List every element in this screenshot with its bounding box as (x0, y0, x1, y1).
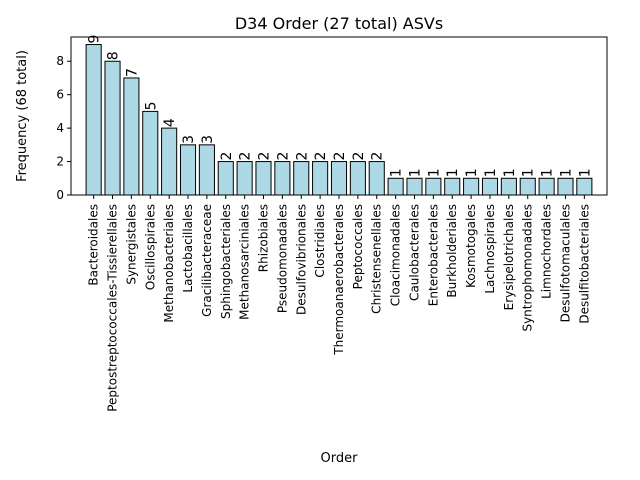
bar-value-label: 8 (106, 51, 122, 60)
bar-value-label: 1 (464, 168, 480, 177)
bar-pseudomonadales (274, 161, 291, 196)
x-tick-label: Gracilibacteraceae (200, 204, 214, 317)
bar-value-label: 1 (426, 168, 442, 177)
x-tick-label: Methanosarciniales (238, 204, 252, 320)
bar-sphingobacteriales (217, 161, 234, 196)
bar-syntrophomonadales (519, 177, 536, 196)
bar-gracilibacteraceae (198, 144, 215, 196)
x-tick-label: Limnochordales (540, 204, 554, 299)
bar-value-label: 2 (332, 152, 348, 161)
bar-lactobacillales (179, 144, 197, 196)
bar-lachnospirales (481, 177, 499, 196)
x-tick-label: Christensenellales (370, 204, 384, 314)
x-tick-label: Pseudomonadales (275, 204, 289, 313)
y-tick-label: 2 (56, 155, 64, 169)
bar-desulfotomaculales (557, 177, 574, 196)
bar-burkholderiales (444, 177, 461, 196)
chart-title: D34 Order (27 total) ASVs (235, 14, 443, 33)
bar-erysipelotrichales (500, 177, 517, 196)
y-tick-label: 6 (56, 88, 64, 102)
x-tick-label: Thermoanaerobacterales (332, 204, 346, 356)
bar-value-label: 1 (540, 168, 556, 177)
bar-peptococcales (349, 161, 366, 196)
x-tick-label: Desulfovibrionales (294, 204, 308, 315)
x-tick-label: Cloacimonadales (389, 204, 403, 306)
bar-desulfitobacteriales (576, 177, 593, 196)
bar-methanosarciniales (236, 161, 253, 196)
y-axis-label: Frequency (68 total) (15, 50, 30, 182)
x-tick-label: Synergistales (124, 204, 138, 285)
bar-value-label: 1 (521, 168, 537, 177)
bar-value-label: 7 (124, 68, 140, 77)
x-tick-label: Sphingobacteriales (219, 204, 233, 319)
bar-kosmotogales (463, 177, 480, 196)
bar-enterobacterales (425, 177, 442, 196)
bar-clostridiales (312, 161, 329, 196)
bar-value-label: 1 (577, 168, 593, 177)
bar-value-label: 9 (87, 35, 103, 44)
x-tick-label: Peptostreptococcales-Tissierellales (106, 204, 120, 412)
bar-peptostreptococcales-tissierellales (104, 60, 121, 196)
x-tick-label: Desulfotomaculales (558, 204, 572, 322)
bar-value-label: 5 (143, 101, 159, 110)
bar-synergistales (123, 77, 140, 196)
bar-bacteroidales (85, 44, 102, 196)
y-tick-label: 0 (56, 188, 64, 202)
bar-value-label: 1 (407, 168, 423, 177)
x-tick-label: Erysipelotrichales (502, 204, 516, 310)
x-tick-label: Peptococcales (351, 204, 365, 289)
bar-value-label: 2 (275, 152, 291, 161)
bar-value-label: 2 (351, 152, 367, 161)
bar-value-label: 1 (502, 168, 518, 177)
x-tick-label: Clostridiales (313, 204, 327, 278)
x-tick-label: Lactobacillales (181, 204, 195, 293)
x-tick-label: Bacteroidales (87, 204, 101, 286)
x-tick-label: Syntrophomonadales (521, 204, 535, 332)
bar-thermoanaerobacterales (330, 161, 348, 196)
bar-value-label: 2 (238, 152, 254, 161)
bar-value-label: 3 (200, 135, 216, 144)
bar-methanobacteriales (161, 127, 178, 196)
bar-value-label: 2 (219, 152, 235, 161)
bar-value-label: 2 (257, 152, 273, 161)
x-tick-label: Oscillospirales (143, 204, 157, 290)
bar-value-label: 1 (558, 168, 574, 177)
x-tick-label: Enterobacterales (426, 204, 440, 306)
bar-rhizobiales (255, 161, 272, 196)
x-tick-label: Lachnospirales (483, 204, 497, 294)
bar-value-label: 1 (389, 168, 405, 177)
bar-value-label: 2 (313, 152, 329, 161)
y-tick-label: 8 (56, 54, 64, 68)
y-tick-label: 4 (56, 121, 64, 135)
bar-christensenellales (368, 161, 385, 196)
x-tick-label: Kosmotogales (464, 204, 478, 288)
x-tick-label: Desulfitobacteriales (577, 204, 591, 324)
bar-value-label: 2 (294, 152, 310, 161)
x-tick-label: Rhizobiales (257, 204, 271, 272)
bar-value-label: 2 (370, 152, 386, 161)
plot-frame (70, 36, 608, 196)
x-tick-label: Caulobacterales (407, 204, 421, 301)
bar-value-label: 1 (445, 168, 461, 177)
bar-caulobacterales (406, 177, 423, 196)
bar-cloacimonadales (387, 177, 404, 196)
x-tick-label: Burkholderiales (445, 204, 459, 298)
bar-desulfovibrionales (293, 161, 310, 196)
bar-oscillospirales (142, 110, 159, 196)
x-tick-label: Methanobacteriales (162, 204, 176, 323)
bar-value-label: 3 (181, 135, 197, 144)
bar-value-label: 1 (483, 168, 499, 177)
bar-value-label: 4 (162, 118, 178, 127)
bar-limnochordales (538, 177, 555, 196)
plot-area: 024689Bacteroidales8Peptostreptococcales… (56, 35, 593, 412)
x-axis-label: Order (321, 451, 359, 466)
